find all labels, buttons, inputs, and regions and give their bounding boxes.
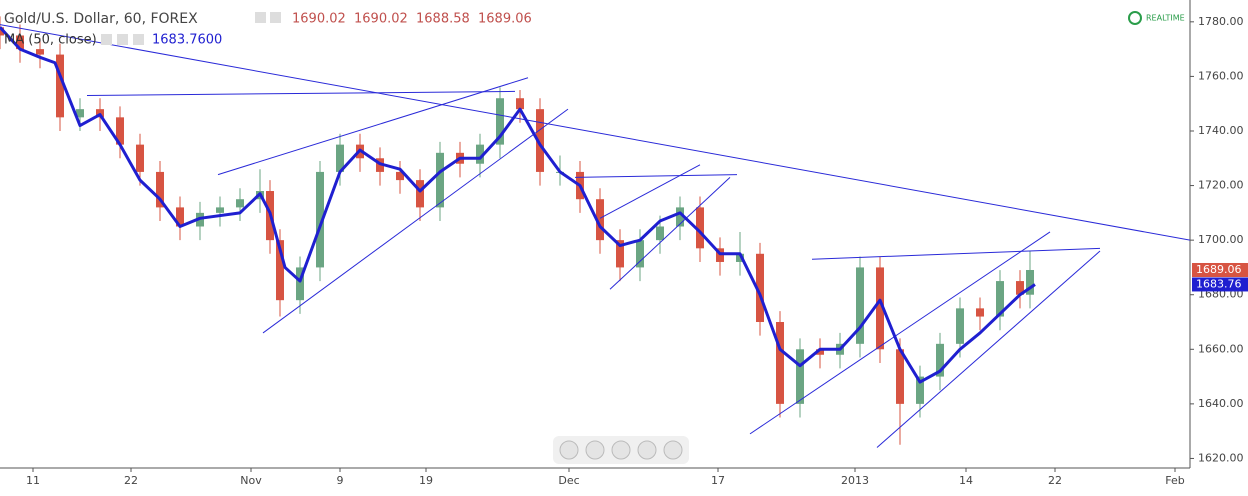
- nav-buttons: [553, 436, 689, 464]
- candle-body: [636, 240, 644, 268]
- candle-body: [656, 226, 664, 241]
- candle-body: [336, 144, 344, 172]
- reset[interactable]: [611, 440, 631, 460]
- x-tick-label: 17: [711, 474, 725, 487]
- icon[interactable]: [101, 34, 112, 45]
- x-tick-label: 22: [124, 474, 138, 487]
- ohlc-open: 1690.02: [292, 12, 346, 27]
- trendline: [86, 90, 516, 97]
- candle-body: [476, 144, 484, 164]
- candle-body: [296, 267, 304, 301]
- x-tick-label: 14: [959, 474, 973, 487]
- candle-body: [276, 240, 284, 301]
- y-tick-label: 1700.00: [1198, 233, 1244, 246]
- candle-body: [416, 180, 424, 208]
- trendline: [574, 174, 738, 178]
- candle-body: [956, 308, 964, 344]
- trendline: [599, 164, 701, 219]
- candle-body: [56, 54, 64, 118]
- candle-body: [536, 109, 544, 172]
- candle-body: [1026, 269, 1034, 295]
- candle-body: [736, 253, 744, 262]
- candle-body: [796, 349, 804, 404]
- icon[interactable]: [117, 34, 128, 45]
- candle-body: [496, 98, 504, 145]
- trendline: [811, 247, 1101, 260]
- realtime-icon: [1128, 11, 1142, 25]
- candle-body: [516, 98, 524, 110]
- icon[interactable]: [270, 12, 281, 23]
- plot-area: 1620.001640.001660.001680.001700.001720.…: [0, 15, 1244, 487]
- candle-body: [596, 199, 604, 241]
- trendline: [876, 250, 1101, 448]
- trendline: [749, 231, 1051, 435]
- x-tick-label: 22: [1048, 474, 1062, 487]
- candle-body: [396, 171, 404, 181]
- x-tick-label: Nov: [240, 474, 262, 487]
- candle-body: [696, 207, 704, 249]
- ma-price-tag: 1683.76: [1196, 277, 1242, 290]
- candle-body: [816, 349, 824, 355]
- y-tick-label: 1780.00: [1198, 15, 1244, 28]
- trendline: [0, 24, 1191, 241]
- y-tick-label: 1740.00: [1198, 124, 1244, 137]
- candle-body: [876, 267, 884, 350]
- candle-body: [136, 144, 144, 172]
- y-tick-label: 1620.00: [1198, 451, 1244, 464]
- ohlc-low: 1688.58: [416, 12, 470, 27]
- indicator-value: 1683.7600: [152, 33, 222, 48]
- y-tick-label: 1660.00: [1198, 342, 1244, 355]
- trendline: [217, 77, 529, 176]
- candle-body: [776, 322, 784, 404]
- y-tick-label: 1720.00: [1198, 179, 1244, 192]
- candle-body: [616, 240, 624, 268]
- x-tick-label: 2013: [841, 474, 869, 487]
- x-tick-label: 11: [26, 474, 40, 487]
- candle-body: [316, 171, 324, 268]
- realtime-label: REALTIME: [1146, 14, 1185, 23]
- ohlc-high: 1690.02: [354, 12, 408, 27]
- candle-body: [1016, 281, 1024, 295]
- candle-body: [216, 207, 224, 213]
- candle-body: [936, 343, 944, 377]
- candle-body: [996, 281, 1004, 317]
- trendline: [262, 108, 569, 334]
- icon[interactable]: [133, 34, 144, 45]
- candle-body: [16, 35, 24, 50]
- candle-body: [676, 207, 684, 227]
- scroll-right[interactable]: [663, 440, 683, 460]
- last-price-tag: 1689.06: [1196, 263, 1242, 276]
- indicator-name: MA (50, close): [4, 33, 97, 48]
- zoom-in[interactable]: [637, 440, 657, 460]
- candle-body: [756, 253, 764, 323]
- y-tick-label: 1760.00: [1198, 69, 1244, 82]
- ohlc-close: 1689.06: [478, 12, 532, 27]
- candle-body: [976, 308, 984, 317]
- trendline: [609, 177, 731, 290]
- candle-body: [36, 49, 44, 55]
- candle-body: [436, 152, 444, 208]
- x-tick-label: Dec: [558, 474, 579, 487]
- last-price-tag-box: [1192, 262, 1248, 277]
- y-tick-label: 1640.00: [1198, 397, 1244, 410]
- candle-body: [76, 109, 84, 118]
- icon[interactable]: [255, 12, 266, 23]
- candle-body: [916, 376, 924, 404]
- candle-body: [176, 207, 184, 227]
- candle-body: [236, 199, 244, 208]
- chart-title: Gold/U.S. Dollar, 60, FOREX: [4, 11, 198, 27]
- candle-body: [116, 117, 124, 145]
- candle-body: [896, 349, 904, 404]
- x-tick-label: 19: [419, 474, 433, 487]
- zoom-out[interactable]: [585, 440, 605, 460]
- x-tick-label: 9: [337, 474, 344, 487]
- candle-body: [856, 267, 864, 344]
- ma-line: [0, 26, 1036, 384]
- ma-price-tag-box: [1192, 277, 1248, 292]
- scroll-left[interactable]: [559, 440, 579, 460]
- candle-body: [156, 171, 164, 208]
- x-tick-label: Feb: [1165, 474, 1184, 487]
